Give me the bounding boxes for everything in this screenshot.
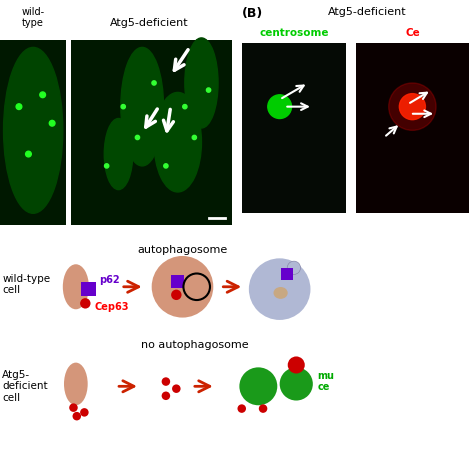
Circle shape [16,104,22,109]
Text: mu
ce: mu ce [318,371,335,392]
Circle shape [152,256,213,318]
FancyBboxPatch shape [281,268,293,280]
Circle shape [237,404,246,413]
Circle shape [104,164,109,168]
FancyBboxPatch shape [242,43,346,213]
Circle shape [69,403,78,412]
Text: Atg5-
deficient
cell: Atg5- deficient cell [2,370,48,403]
FancyBboxPatch shape [356,43,469,213]
Text: p62: p62 [100,274,120,285]
Text: Ce: Ce [405,28,420,38]
Circle shape [206,88,210,92]
Ellipse shape [104,118,133,190]
Circle shape [162,392,170,400]
Text: wild-
type: wild- type [22,7,45,28]
Text: Cep63: Cep63 [95,302,129,312]
Circle shape [73,412,81,420]
Circle shape [40,92,46,98]
Text: (B): (B) [242,7,263,20]
Ellipse shape [3,47,63,213]
Circle shape [249,258,310,320]
Circle shape [164,164,168,168]
Ellipse shape [273,287,288,299]
Text: centrosome: centrosome [259,28,328,38]
Circle shape [239,367,277,405]
FancyBboxPatch shape [81,282,96,296]
Ellipse shape [185,38,218,128]
Circle shape [135,136,139,140]
Ellipse shape [154,92,201,192]
Text: Atg5-deficient: Atg5-deficient [110,18,189,28]
Circle shape [259,404,267,413]
Circle shape [162,377,170,386]
Circle shape [171,290,182,300]
Circle shape [399,94,426,120]
Circle shape [287,261,301,274]
Circle shape [389,83,436,130]
Circle shape [268,95,292,118]
Circle shape [49,120,55,126]
Ellipse shape [121,47,164,166]
Text: autophagosome: autophagosome [137,245,228,255]
Circle shape [192,136,196,140]
Circle shape [182,105,187,109]
Circle shape [121,105,125,109]
Circle shape [288,356,305,374]
Text: Atg5-deficient: Atg5-deficient [328,7,407,17]
FancyBboxPatch shape [71,40,232,225]
Ellipse shape [63,264,89,309]
Ellipse shape [64,363,88,405]
Text: wild-type
cell: wild-type cell [2,273,51,295]
Circle shape [80,408,89,417]
FancyBboxPatch shape [171,275,184,288]
Circle shape [26,151,31,157]
Circle shape [280,367,313,401]
Text: no autophagosome: no autophagosome [140,340,248,350]
Circle shape [152,81,156,85]
FancyBboxPatch shape [0,40,66,225]
Circle shape [172,384,181,393]
Circle shape [80,298,91,309]
